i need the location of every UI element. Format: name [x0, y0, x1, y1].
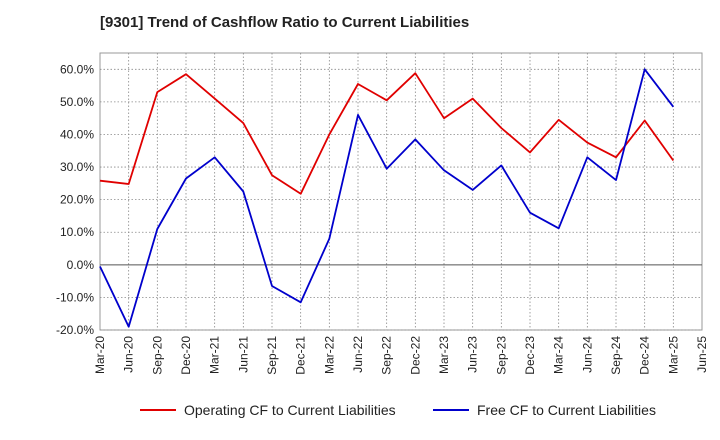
x-tick-label: Dec-23	[523, 336, 537, 375]
x-tick-label: Jun-23	[466, 336, 480, 373]
legend-item-free: Free CF to Current Liabilities	[433, 402, 656, 418]
x-tick-label: Jun-20	[122, 336, 136, 373]
x-tick-label: Jun-24	[580, 336, 594, 373]
y-tick-label: 20.0%	[60, 193, 94, 207]
legend-swatch-operating	[140, 409, 176, 411]
y-tick-label: 40.0%	[60, 127, 94, 141]
x-tick-label: Sep-24	[609, 336, 623, 375]
x-tick-label: Mar-20	[93, 336, 107, 374]
y-tick-label: 60.0%	[60, 62, 94, 76]
x-tick-label: Mar-21	[208, 336, 222, 374]
x-tick-label: Mar-23	[437, 336, 451, 374]
x-tick-label: Dec-20	[179, 336, 193, 375]
y-tick-label: 50.0%	[60, 95, 94, 109]
x-tick-label: Sep-21	[265, 336, 279, 375]
x-tick-label: Jun-25	[695, 336, 709, 373]
y-tick-label: 0.0%	[67, 258, 95, 272]
x-tick-label: Mar-25	[666, 336, 680, 374]
x-tick-label: Mar-22	[322, 336, 336, 374]
legend: Operating CF to Current Liabilities Free…	[0, 402, 720, 426]
plot-frame	[99, 52, 703, 331]
x-tick-label: Sep-23	[494, 336, 508, 375]
x-tick-label: Dec-21	[294, 336, 308, 375]
x-tick-label: Sep-20	[150, 336, 164, 375]
legend-item-operating: Operating CF to Current Liabilities	[140, 402, 396, 418]
series-line-free	[99, 68, 675, 328]
legend-swatch-free	[433, 409, 469, 411]
y-tick-label: 10.0%	[60, 225, 94, 239]
x-tick-label: Dec-24	[638, 336, 652, 375]
y-tick-label: -10.0%	[56, 290, 94, 304]
legend-label-operating: Operating CF to Current Liabilities	[184, 402, 396, 418]
x-tick-label: Dec-22	[408, 336, 422, 375]
series-line-operating	[99, 72, 675, 195]
y-tick-label: 30.0%	[60, 160, 94, 174]
y-tick-label: -20.0%	[56, 323, 94, 337]
legend-label-free: Free CF to Current Liabilities	[477, 402, 656, 418]
x-tick-label: Jun-22	[351, 336, 365, 373]
chart-title: [9301] Trend of Cashflow Ratio to Curren…	[100, 14, 470, 31]
x-tick-label: Sep-22	[380, 336, 394, 375]
x-tick-label: Jun-21	[236, 336, 250, 373]
x-tick-label: Mar-24	[552, 336, 566, 374]
axis-layer: -20.0% -10.0% 0.0% 10.0% 20.0% 30.0% 40.0% 50.0…	[56, 62, 709, 374]
series-layer	[99, 68, 675, 328]
grid-layer	[99, 52, 703, 331]
